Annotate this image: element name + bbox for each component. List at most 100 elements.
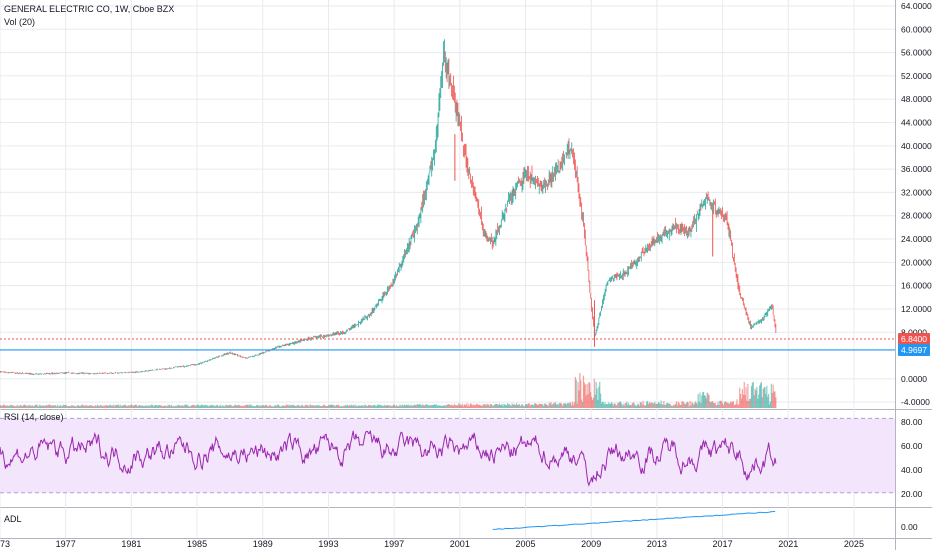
volume-bar <box>19 405 21 408</box>
volume-bar <box>509 405 511 408</box>
volume-bar <box>431 405 433 408</box>
volume-bar <box>629 405 632 408</box>
volume-bar <box>516 403 518 408</box>
x-tick-label: 2005 <box>515 539 535 549</box>
volume-bar <box>138 404 140 408</box>
volume-bar <box>471 405 473 408</box>
volume-bar <box>243 405 245 408</box>
volume-bar <box>562 405 564 408</box>
volume-bar <box>684 403 686 408</box>
price-tick-label: 52.0000 <box>901 71 932 81</box>
volume-bar <box>596 388 598 408</box>
volume-bar <box>528 403 530 408</box>
volume-bar <box>234 404 236 408</box>
volume-bar <box>595 381 597 408</box>
volume-bar <box>539 403 541 408</box>
volume-bar <box>193 404 195 408</box>
volume-bar <box>770 383 772 408</box>
volume-bar <box>520 405 522 408</box>
volume-bar <box>628 405 631 408</box>
volume-bar <box>302 406 305 408</box>
volume-bar <box>110 405 112 408</box>
volume-bar <box>190 405 193 408</box>
volume-bar <box>537 404 539 408</box>
volume-bar <box>227 405 230 408</box>
volume-bar <box>449 404 451 408</box>
volume-bar <box>217 405 219 408</box>
volume-bar <box>631 403 633 408</box>
rsi-pane <box>0 417 895 494</box>
volume-bar <box>152 404 154 408</box>
volume-bar <box>205 405 207 408</box>
volume-bar <box>305 405 307 408</box>
volume-bar <box>69 406 72 408</box>
volume-bar <box>514 404 516 408</box>
volume-bar <box>337 405 339 408</box>
volume-bar <box>552 404 554 408</box>
volume-bar <box>333 405 335 408</box>
volume-bar <box>414 405 417 408</box>
volume-bar <box>487 404 489 408</box>
volume-bar <box>771 392 773 408</box>
volume-bar <box>554 402 557 408</box>
volume-bar <box>607 404 609 408</box>
volume-bar <box>703 391 705 408</box>
volume-bar <box>0 405 2 408</box>
volume-bar <box>273 405 276 408</box>
volume-bar <box>521 404 523 408</box>
volume-bar <box>695 402 697 408</box>
volume-bar <box>672 405 674 408</box>
volume-bar <box>451 404 453 408</box>
volume-bar <box>291 405 293 408</box>
volume-bar <box>346 405 348 408</box>
volume-bar <box>2 405 4 408</box>
volume-bar <box>567 402 569 408</box>
volume-bar <box>156 405 158 408</box>
volume-bar <box>463 404 465 408</box>
volume-bar <box>1 405 3 408</box>
volume-bar <box>286 405 288 408</box>
volume-bar <box>690 405 692 408</box>
volume-bar <box>46 405 48 408</box>
volume-bar <box>342 406 344 408</box>
volume-bar <box>576 403 578 408</box>
volume-bar <box>681 401 683 408</box>
volume-bar <box>292 404 295 408</box>
volume-bar <box>591 399 594 408</box>
volume-bar <box>53 405 55 408</box>
volume-bar <box>617 402 619 408</box>
volume-bar <box>181 405 184 408</box>
volume-bar <box>208 405 211 408</box>
volume-bar <box>768 393 770 408</box>
volume-bar <box>713 403 716 408</box>
volume-bar <box>329 404 332 408</box>
price-tick-label: 0.0000 <box>901 374 927 384</box>
volume-bar <box>505 404 507 408</box>
adl-pane <box>492 511 776 530</box>
volume-bar <box>222 405 224 408</box>
volume-bar <box>182 406 184 408</box>
volume-bar <box>712 402 715 408</box>
volume-bar <box>573 402 576 408</box>
volume-bar <box>120 406 122 408</box>
volume-bar <box>252 406 254 408</box>
volume-bar <box>59 405 61 408</box>
volume-bar <box>351 405 353 408</box>
volume-bar <box>673 404 675 408</box>
volume-bar <box>740 398 743 408</box>
volume-bar <box>30 405 32 408</box>
volume-bar <box>737 404 739 408</box>
volume-bar <box>668 403 670 408</box>
volume-bar <box>609 403 612 408</box>
volume-bar <box>118 406 120 408</box>
volume-bar <box>255 406 257 408</box>
volume-bar <box>111 405 113 408</box>
volume-bar <box>774 391 776 408</box>
volume-bar <box>634 404 636 408</box>
volume-bar <box>7 406 9 408</box>
volume-bar <box>645 405 647 408</box>
volume-bar <box>659 404 661 408</box>
volume-bar <box>676 405 679 408</box>
volume-bar <box>35 404 37 408</box>
